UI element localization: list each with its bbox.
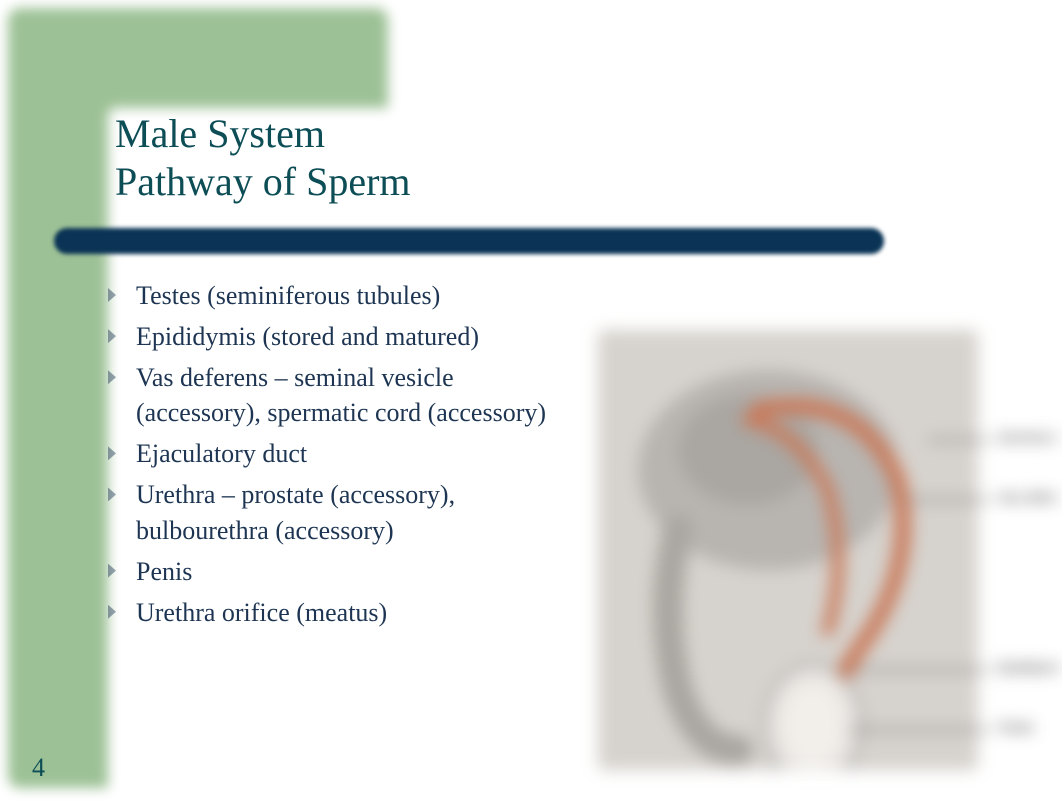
slide-content: Male System Pathway of Sperm Testes (sem… (0, 0, 1062, 797)
diagram-label: Testis (998, 719, 1034, 735)
list-item: Vas deferens – seminal vesicle (accessor… (102, 360, 582, 430)
title-line-1: Male System (115, 110, 411, 158)
list-item: Epididymis (stored and matured) (102, 319, 582, 354)
list-item: Urethra – prostate (accessory), bulboure… (102, 477, 582, 547)
accent-bar (54, 228, 884, 254)
bullet-list: Testes (seminiferous tubules) Epididymis… (102, 278, 582, 636)
list-item: Penis (102, 554, 582, 589)
list-item: Ejaculatory duct (102, 436, 582, 471)
diagram-label: Epididymis (998, 659, 1058, 675)
list-item: Testes (seminiferous tubules) (102, 278, 582, 313)
diagram-label: Seminal vesicle (998, 429, 1058, 445)
diagram-label: Vas deferens (998, 489, 1058, 505)
list-item: Urethra orifice (meatus) (102, 595, 582, 630)
slide-title: Male System Pathway of Sperm (115, 110, 411, 206)
title-line-2: Pathway of Sperm (115, 158, 411, 206)
anatomy-diagram: Seminal vesicle Vas deferens Epididymis … (598, 330, 1058, 770)
page-number: 4 (32, 753, 45, 783)
